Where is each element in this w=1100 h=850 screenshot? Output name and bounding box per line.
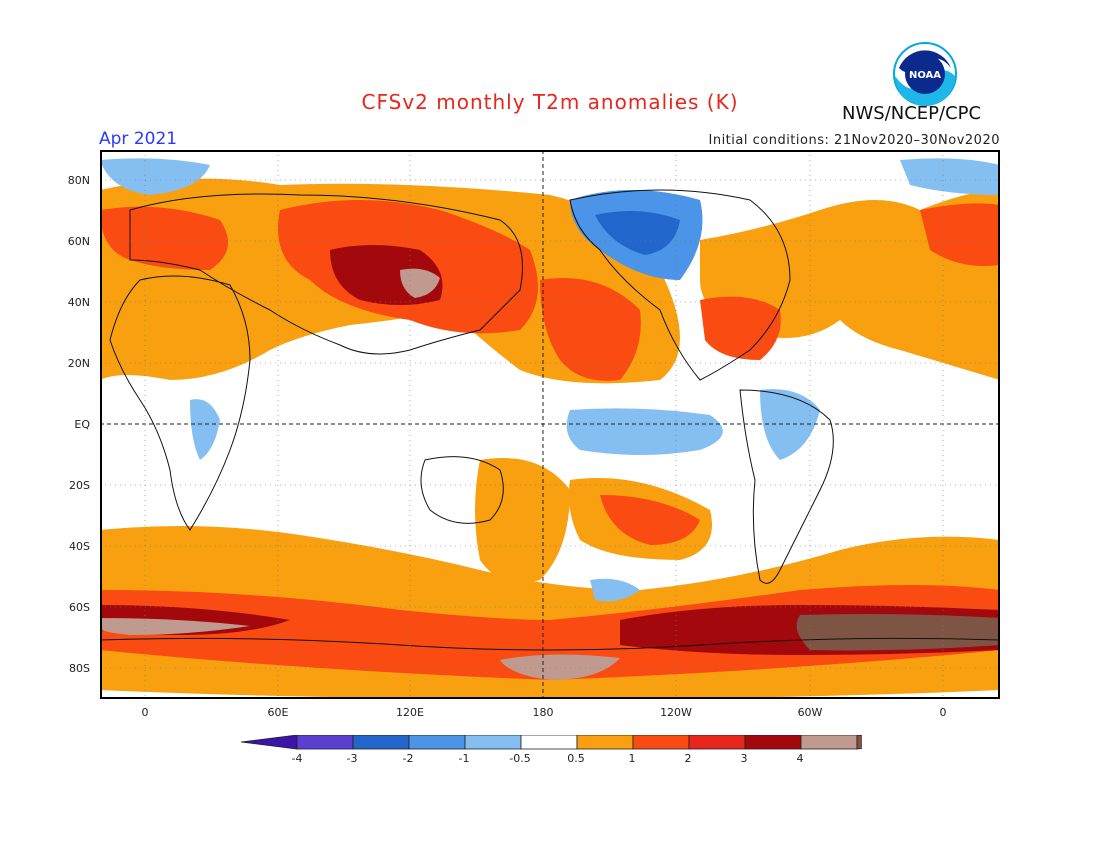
lat-label-eq: EQ	[74, 418, 90, 431]
coastlines	[100, 189, 1000, 651]
page-title: CFSv2 monthly T2m anomalies (K)	[361, 90, 739, 114]
so-cool-patch	[590, 578, 640, 602]
europe-warm	[100, 206, 228, 270]
lat-label-40s: 40S	[69, 540, 90, 553]
legend-swatch-3	[408, 735, 466, 750]
legend-swatch-6	[576, 735, 634, 750]
lon-label-120e: 120E	[396, 706, 424, 719]
canada-cold-core	[595, 211, 680, 255]
lat-label-20s: 20S	[69, 479, 90, 492]
antarctica-outline	[100, 637, 1000, 651]
arctic-cold-west	[100, 158, 210, 195]
lon-label-0-west: 0	[141, 706, 149, 719]
agency-label: NWS/NCEP/CPC	[842, 103, 982, 124]
map-border	[100, 150, 1000, 699]
legend-swatch-10	[800, 735, 858, 750]
legend-swatch-9	[744, 735, 802, 750]
legend-label-m1: -1	[458, 752, 470, 765]
africa-cool	[190, 399, 220, 460]
lat-label-60s: 60S	[69, 601, 90, 614]
noaa-logo: NOAA	[893, 42, 957, 106]
legend-swatch-5	[520, 735, 578, 750]
legend-label-p4: 4	[796, 752, 804, 765]
anomaly-map	[100, 150, 1000, 699]
arctic-cold-east	[900, 158, 1000, 195]
australia-outline	[420, 456, 504, 524]
pacific-warm	[540, 278, 641, 381]
south-pacific-hot	[600, 495, 700, 545]
legend-swatch-1	[296, 735, 354, 750]
north-america-warm	[700, 296, 781, 360]
antarctica-extreme	[796, 614, 1000, 651]
gridlines	[100, 150, 1000, 699]
legend-swatch-2	[352, 735, 410, 750]
legend-label-p05: 0.5	[567, 752, 585, 765]
legend-label-m3: -3	[346, 752, 358, 765]
lat-label-80n: 80N	[67, 174, 90, 187]
south-america-cool	[760, 389, 820, 460]
legend-label-m4: -4	[291, 752, 303, 765]
so-extreme-west	[100, 618, 250, 635]
legend-label-p1: 1	[628, 752, 636, 765]
lat-label-20n: 20N	[67, 357, 90, 370]
month-label: Apr 2021	[99, 129, 178, 149]
legend-arrow-high	[856, 735, 862, 750]
ross-sea-extreme	[500, 654, 620, 680]
south-pacific-warm	[475, 458, 570, 583]
legend-swatch-7	[632, 735, 690, 750]
legend-swatch-4	[464, 735, 522, 750]
africa-outline	[109, 275, 251, 531]
europe-warm-east	[920, 203, 1000, 266]
legend-swatch-8	[688, 735, 746, 750]
eurasia-outline	[129, 193, 523, 355]
legend-label-m05: -0.5	[509, 752, 531, 765]
legend-arrow-low	[240, 735, 298, 750]
south-america-outline	[739, 389, 834, 584]
lon-label-0-east: 0	[939, 706, 947, 719]
lon-label-60e: 60E	[267, 706, 289, 719]
lat-label-60n: 60N	[67, 235, 90, 248]
lon-label-120w: 120W	[660, 706, 692, 719]
north-america-outline	[569, 189, 791, 381]
east-pacific-cool	[566, 408, 723, 455]
legend-label-p3: 3	[740, 752, 748, 765]
lon-label-180: 180	[532, 706, 554, 719]
legend-label-m2: -2	[402, 752, 414, 765]
color-legend	[240, 735, 862, 750]
lat-label-40n: 40N	[67, 296, 90, 309]
noaa-logo-text: NOAA	[909, 70, 941, 81]
lat-label-80s: 80S	[69, 662, 90, 675]
legend-label-p2: 2	[684, 752, 692, 765]
lon-label-60w: 60W	[797, 706, 823, 719]
initial-conditions-label: Initial conditions: 21Nov2020–30Nov2020	[708, 133, 1000, 148]
